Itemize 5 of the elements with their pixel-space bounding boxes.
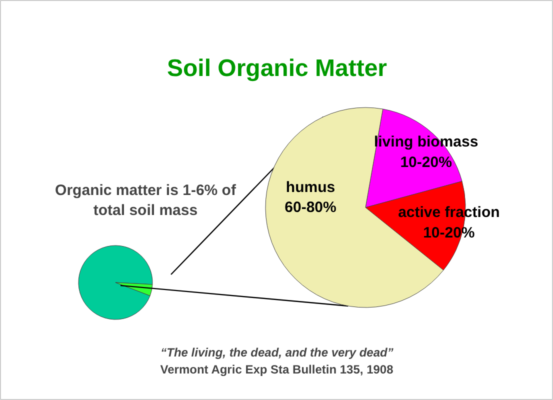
slice-label: humus 60-80% — [284, 178, 336, 216]
text: “The living, the dead, and the very dead” — [160, 346, 394, 360]
text: Organic matter is 1-6% of total soil mass — [55, 182, 237, 220]
text: Vermont Agric Exp Sta Bulletin 135, 1908 — [160, 362, 394, 376]
chart-title: Soil Organic Matter — [166, 55, 388, 82]
